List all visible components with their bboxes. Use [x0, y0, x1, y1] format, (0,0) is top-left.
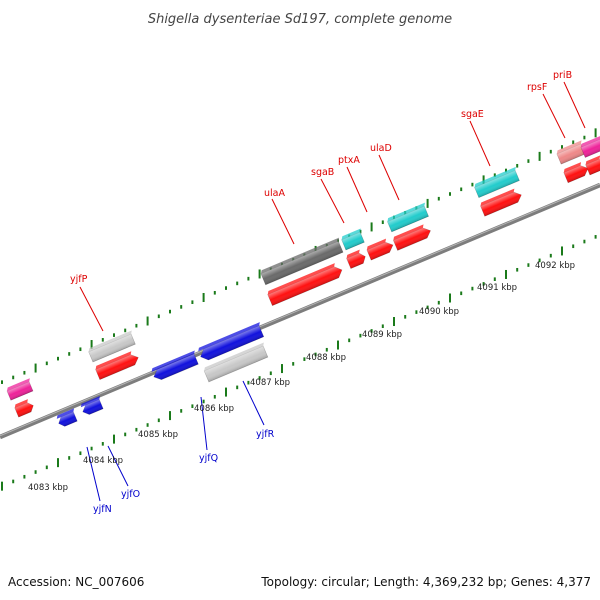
scale-label: 4086 kbp	[194, 404, 234, 414]
gene-arrow	[366, 238, 394, 261]
gene-label-priB: priB	[553, 70, 572, 81]
leader-priB	[563, 81, 586, 129]
gene-label-ulaD: ulaD	[370, 143, 392, 154]
gene-arrow	[14, 399, 34, 418]
gene-block	[260, 237, 344, 286]
gene-label-yjfQ: yjfQ	[199, 453, 218, 464]
label-leader-lines	[79, 81, 586, 502]
gene-arrow	[267, 263, 343, 307]
leader-ulaA	[271, 198, 295, 245]
scale-label: 4090 kbp	[419, 307, 459, 317]
gene-label-yjfO: yjfO	[121, 489, 140, 500]
leader-yjfN	[86, 446, 101, 502]
leader-yjfR	[242, 380, 265, 426]
reverse-scale-ticks	[1, 235, 597, 491]
scale-label: 4083 kbp	[28, 483, 68, 493]
leader-sgaB	[320, 178, 345, 224]
accession-text: Accession: NC_007606	[8, 575, 145, 589]
gene-arrow	[151, 350, 199, 380]
gene-arrow	[392, 224, 431, 251]
gene-label-yjfP: yjfP	[70, 274, 88, 285]
gene-block	[556, 140, 586, 165]
gene-label-sgaB: sgaB	[311, 167, 334, 178]
scale-label: 4087 kbp	[250, 378, 290, 388]
leader-yjfP	[79, 286, 104, 332]
gene-block	[387, 202, 429, 233]
gene-label-yjfR: yjfR	[256, 429, 275, 440]
gene-label-sgaE: sgaE	[461, 109, 484, 120]
gene-arrow	[346, 249, 366, 269]
scale-label: 4092 kbp	[535, 261, 575, 271]
gene-arrow	[198, 322, 265, 361]
gene-label-ulaA: ulaA	[264, 188, 285, 199]
gene-label-rpsF: rpsF	[527, 82, 547, 93]
gene-arrow	[563, 162, 589, 184]
gene-arrow	[480, 188, 522, 217]
map-title: Shigella dysenteriae Sd197, complete gen…	[148, 12, 452, 27]
gene-arrow	[585, 155, 600, 176]
genome-backbone-highlight	[0, 183, 600, 437]
leader-yjfQ	[200, 396, 208, 451]
gene-arrow	[95, 351, 139, 380]
gene-arrow	[56, 408, 78, 427]
topology-text: Topology: circular; Length: 4,369,232 bp…	[261, 575, 591, 589]
gene-arrow	[80, 395, 104, 415]
gene-block	[474, 166, 520, 198]
gene-features	[6, 132, 600, 427]
leader-ulaD	[378, 154, 400, 201]
gene-block	[341, 228, 365, 251]
leader-yjfO	[107, 445, 129, 487]
gene-label-ptxA: ptxA	[338, 155, 360, 166]
scale-label: 4091 kbp	[477, 283, 517, 293]
genome-backbone	[0, 182, 600, 440]
leader-rpsF	[542, 93, 566, 139]
gene-label-yjfN: yjfN	[93, 504, 112, 515]
scale-label: 4085 kbp	[138, 430, 178, 440]
leader-sgaE	[469, 120, 491, 167]
gene-block	[6, 378, 34, 401]
leader-ptxA	[346, 166, 368, 213]
scale-label: 4089 kbp	[362, 330, 402, 340]
scale-label: 4088 kbp	[306, 353, 346, 363]
scale-label: 4084 kbp	[83, 456, 123, 466]
gene-block	[580, 132, 600, 158]
gene-block	[203, 342, 269, 383]
gene-block	[88, 330, 136, 363]
